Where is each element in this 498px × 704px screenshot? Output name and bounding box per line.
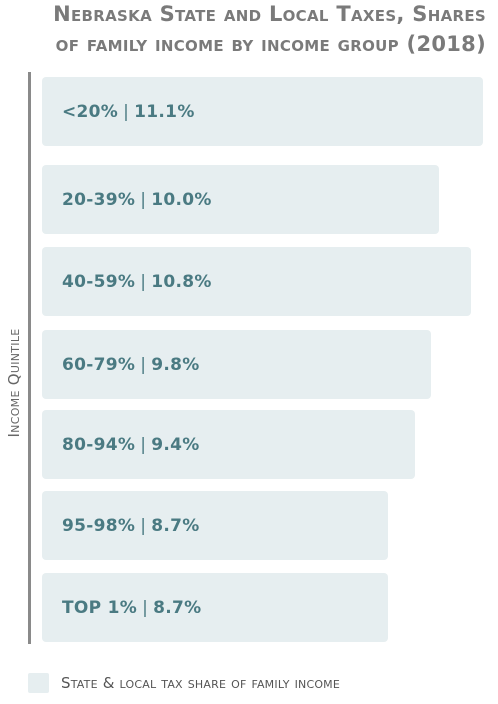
value-label: 10.8% bbox=[151, 271, 212, 292]
category-label: <20% bbox=[62, 101, 119, 122]
category-label: TOP 1% bbox=[62, 597, 138, 618]
value-label: 9.4% bbox=[151, 434, 200, 455]
bar-3: 60-79% | 9.8% bbox=[42, 330, 431, 399]
bar-label-4: 80-94% | 9.4% bbox=[62, 435, 200, 455]
bar-4: 80-94% | 9.4% bbox=[42, 410, 415, 479]
separator: | bbox=[140, 434, 147, 455]
legend-swatch bbox=[28, 673, 49, 693]
value-label: 8.7% bbox=[151, 515, 200, 536]
value-label: 8.7% bbox=[153, 597, 202, 618]
category-label: 95-98% bbox=[62, 515, 136, 536]
bar-6: TOP 1% | 8.7% bbox=[42, 573, 388, 642]
bar-5: 95-98% | 8.7% bbox=[42, 491, 388, 560]
value-label: 9.8% bbox=[151, 354, 200, 375]
separator: | bbox=[123, 101, 130, 122]
bar-label-5: 95-98% | 8.7% bbox=[62, 516, 200, 536]
separator: | bbox=[140, 354, 147, 375]
bar-label-2: 40-59% | 10.8% bbox=[62, 272, 212, 292]
bar-1: 20-39% | 10.0% bbox=[42, 165, 439, 234]
bar-0: <20% | 11.1% bbox=[42, 77, 483, 146]
chart-title-line-2: of family income by income group (2018) bbox=[55, 32, 486, 56]
category-label: 20-39% bbox=[62, 189, 136, 210]
separator: | bbox=[142, 597, 149, 618]
y-axis-line bbox=[28, 72, 31, 644]
category-label: 60-79% bbox=[62, 354, 136, 375]
category-label: 40-59% bbox=[62, 271, 136, 292]
bar-label-6: TOP 1% | 8.7% bbox=[62, 598, 201, 618]
value-label: 10.0% bbox=[151, 189, 212, 210]
category-label: 80-94% bbox=[62, 434, 136, 455]
bar-label-0: <20% | 11.1% bbox=[62, 102, 195, 122]
value-label: 11.1% bbox=[134, 101, 195, 122]
chart-title-line-1: Nebraska State and Local Taxes, Shares bbox=[53, 2, 486, 26]
legend-label: State & local tax share of family income bbox=[61, 674, 341, 692]
separator: | bbox=[140, 189, 147, 210]
bar-label-3: 60-79% | 9.8% bbox=[62, 355, 200, 375]
separator: | bbox=[140, 515, 147, 536]
bar-label-1: 20-39% | 10.0% bbox=[62, 190, 212, 210]
bar-2: 40-59% | 10.8% bbox=[42, 247, 471, 316]
separator: | bbox=[140, 271, 147, 292]
